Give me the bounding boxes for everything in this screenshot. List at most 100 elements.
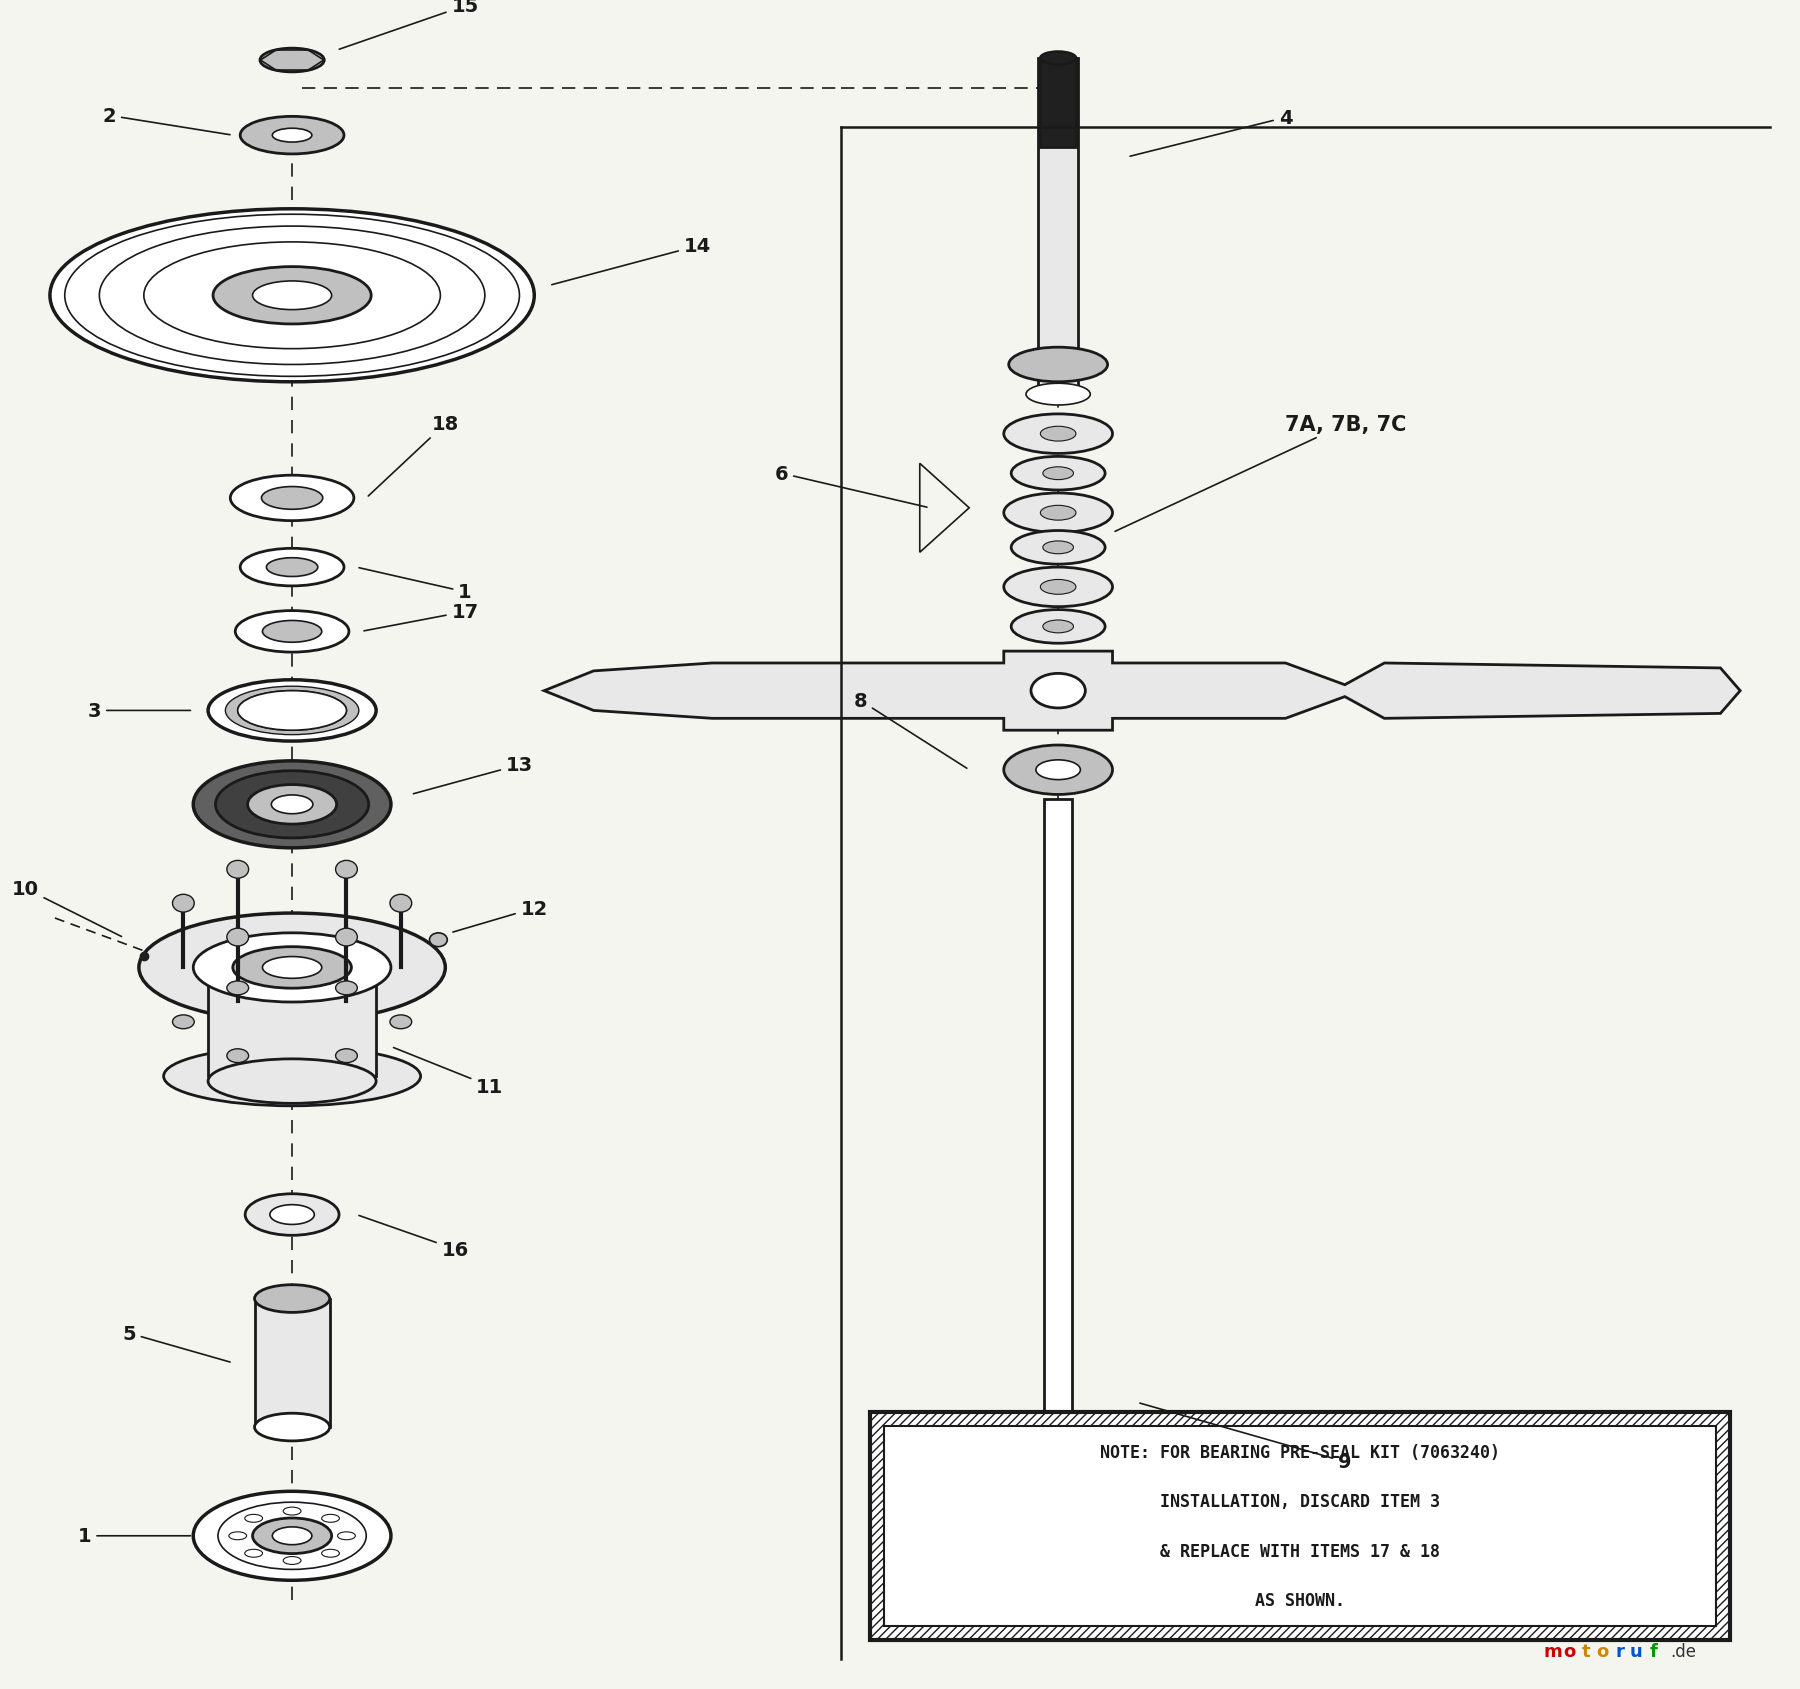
Ellipse shape xyxy=(229,1532,247,1540)
Ellipse shape xyxy=(272,128,311,144)
Ellipse shape xyxy=(1012,532,1105,564)
Ellipse shape xyxy=(209,1059,376,1103)
Ellipse shape xyxy=(227,861,248,878)
Text: m: m xyxy=(1543,1642,1562,1660)
Bar xyxy=(1039,59,1078,395)
Ellipse shape xyxy=(144,243,441,350)
Text: NOTE: FOR BEARING PRE-SEAL KIT (7063240): NOTE: FOR BEARING PRE-SEAL KIT (7063240) xyxy=(1100,1442,1501,1461)
Ellipse shape xyxy=(272,1527,311,1545)
Text: 10: 10 xyxy=(13,880,122,937)
Ellipse shape xyxy=(1040,507,1076,520)
Ellipse shape xyxy=(335,861,358,878)
Ellipse shape xyxy=(239,549,344,586)
Ellipse shape xyxy=(164,1047,421,1106)
Ellipse shape xyxy=(245,1549,263,1557)
Text: u: u xyxy=(1631,1642,1643,1660)
Ellipse shape xyxy=(238,691,346,731)
Ellipse shape xyxy=(227,981,248,995)
Ellipse shape xyxy=(1040,579,1076,595)
Text: 1: 1 xyxy=(77,1527,191,1545)
Text: 1: 1 xyxy=(358,569,472,601)
Ellipse shape xyxy=(1008,348,1107,382)
Text: o: o xyxy=(1597,1642,1609,1660)
Ellipse shape xyxy=(225,687,358,735)
Text: 14: 14 xyxy=(553,236,711,285)
Text: 4: 4 xyxy=(1130,108,1292,157)
Text: o: o xyxy=(1562,1642,1575,1660)
Ellipse shape xyxy=(272,796,313,814)
Ellipse shape xyxy=(338,1532,355,1540)
FancyBboxPatch shape xyxy=(871,1412,1730,1640)
Text: .de: .de xyxy=(1670,1642,1696,1660)
Ellipse shape xyxy=(259,49,324,73)
Ellipse shape xyxy=(263,622,322,644)
Ellipse shape xyxy=(1031,674,1085,709)
Ellipse shape xyxy=(283,1507,301,1515)
Text: 16: 16 xyxy=(358,1216,468,1258)
Text: 9: 9 xyxy=(1139,1404,1352,1471)
Bar xyxy=(254,1299,329,1427)
Ellipse shape xyxy=(1012,610,1105,644)
Ellipse shape xyxy=(1012,458,1105,491)
Polygon shape xyxy=(544,652,1741,731)
Ellipse shape xyxy=(254,1414,329,1441)
Ellipse shape xyxy=(430,934,446,948)
Ellipse shape xyxy=(173,1015,194,1029)
Ellipse shape xyxy=(248,785,337,824)
Ellipse shape xyxy=(99,226,484,365)
Ellipse shape xyxy=(1004,745,1112,796)
Ellipse shape xyxy=(1042,620,1073,633)
Text: 2: 2 xyxy=(103,106,230,135)
Ellipse shape xyxy=(254,1285,329,1312)
Ellipse shape xyxy=(1004,414,1112,454)
Ellipse shape xyxy=(227,1049,248,1062)
Ellipse shape xyxy=(266,559,319,578)
Bar xyxy=(1040,59,1076,149)
Text: 15: 15 xyxy=(338,0,479,51)
Ellipse shape xyxy=(216,772,369,838)
Text: 6: 6 xyxy=(774,464,927,508)
Ellipse shape xyxy=(245,1515,263,1522)
Text: 13: 13 xyxy=(414,757,533,794)
Ellipse shape xyxy=(232,948,351,988)
Ellipse shape xyxy=(1042,468,1073,480)
Ellipse shape xyxy=(322,1515,340,1522)
Ellipse shape xyxy=(283,1557,301,1564)
Ellipse shape xyxy=(227,929,248,946)
Ellipse shape xyxy=(252,282,331,311)
Text: INSTALLATION, DISCARD ITEM 3: INSTALLATION, DISCARD ITEM 3 xyxy=(1161,1493,1440,1510)
Ellipse shape xyxy=(65,215,520,377)
Text: 11: 11 xyxy=(394,1047,504,1096)
Text: 5: 5 xyxy=(122,1324,230,1363)
Ellipse shape xyxy=(1040,52,1076,66)
Ellipse shape xyxy=(230,476,355,522)
Text: 17: 17 xyxy=(364,603,479,632)
Ellipse shape xyxy=(335,981,358,995)
Ellipse shape xyxy=(139,914,445,1022)
Ellipse shape xyxy=(335,1049,358,1062)
Ellipse shape xyxy=(1004,493,1112,534)
Ellipse shape xyxy=(1004,568,1112,608)
Ellipse shape xyxy=(391,1015,412,1029)
Ellipse shape xyxy=(212,267,371,324)
Ellipse shape xyxy=(209,681,376,741)
Text: & REPLACE WITH ITEMS 17 & 18: & REPLACE WITH ITEMS 17 & 18 xyxy=(1161,1542,1440,1559)
Text: AS SHOWN.: AS SHOWN. xyxy=(1255,1591,1345,1610)
Text: t: t xyxy=(1582,1642,1591,1660)
Bar xyxy=(209,968,376,1076)
Ellipse shape xyxy=(252,1518,331,1554)
Ellipse shape xyxy=(239,117,344,155)
Ellipse shape xyxy=(335,929,358,946)
Ellipse shape xyxy=(173,895,194,912)
Ellipse shape xyxy=(261,486,322,510)
FancyBboxPatch shape xyxy=(884,1426,1717,1627)
Text: 8: 8 xyxy=(853,691,967,768)
Ellipse shape xyxy=(218,1502,365,1569)
Text: 3: 3 xyxy=(88,701,191,721)
Ellipse shape xyxy=(1040,427,1076,443)
Text: 18: 18 xyxy=(369,415,459,497)
Ellipse shape xyxy=(245,1194,338,1236)
Ellipse shape xyxy=(193,762,391,848)
Ellipse shape xyxy=(1037,760,1080,780)
Ellipse shape xyxy=(270,1204,315,1225)
